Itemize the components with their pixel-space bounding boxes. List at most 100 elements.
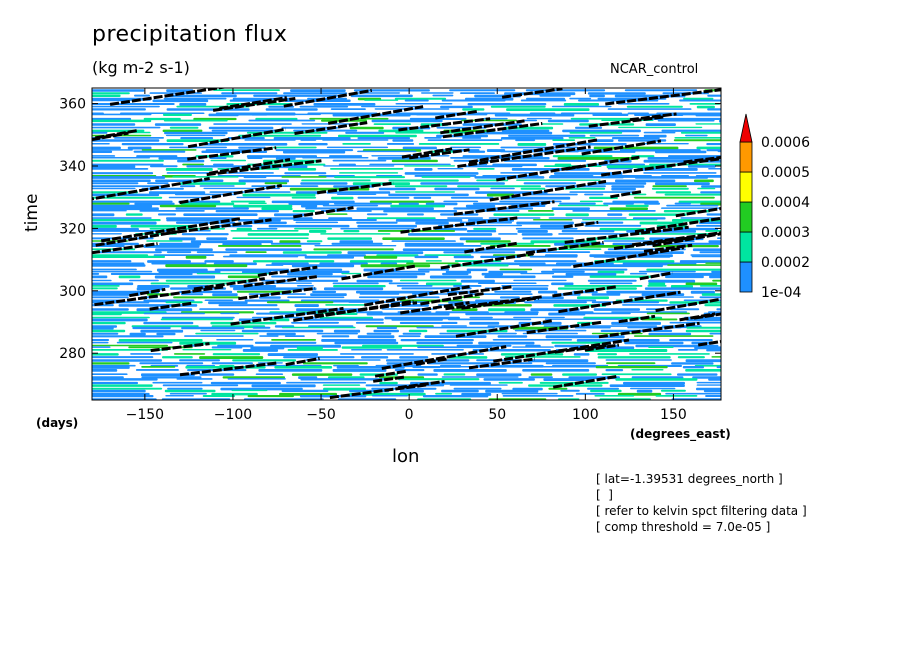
precip-streak [467,103,547,106]
kelvin-contour [166,218,272,235]
run-label: NCAR_control [610,62,699,77]
precip-streak [92,159,164,162]
precip-streak [647,117,721,120]
precip-streak [625,204,649,207]
precip-streak [587,92,646,95]
precip-streak [92,318,148,322]
kelvin-contour [374,369,407,378]
precip-streak [605,359,672,361]
precip-streak [259,335,279,337]
precip-streak [255,373,284,375]
precip-streak [690,254,721,256]
precip-streak [357,224,417,228]
precip-streak [92,321,126,325]
precip-streak [634,176,708,179]
precip-streak [321,339,397,342]
precip-streak [158,270,221,274]
precip-streak [425,202,458,206]
precip-streak [366,312,450,316]
kelvin-contour [193,277,266,291]
kelvin-contour [453,200,555,216]
precip-streak [326,191,391,194]
precip-streak [460,92,495,94]
precip-streak [499,268,533,271]
precip-streak [451,308,478,311]
precip-streak [667,264,721,266]
precip-streak [92,287,118,290]
precip-streak [692,376,721,379]
precip-streak [92,119,152,123]
precip-streak [272,146,317,149]
precip-streak [287,272,333,276]
precip-streak [266,332,296,336]
precip-streak [660,389,686,392]
precip-streak [394,369,425,372]
colorbar-label: 1e-04 [761,285,801,301]
precip-streak [522,369,590,372]
kelvin-contour [613,236,689,250]
precip-streak [172,176,239,178]
precip-streak [136,308,193,312]
precip-streak [356,290,434,294]
precip-streak [125,213,143,216]
kelvin-contour [293,206,354,219]
precip-streak [481,272,503,276]
precip-streak [504,92,576,96]
precip-streak [195,332,259,335]
precip-streak [420,182,505,185]
precip-streak [708,378,721,381]
precip-streak [574,326,611,329]
precip-streak [679,99,721,102]
precip-streak [162,356,193,359]
precip-streak [441,325,467,327]
precip-streak [339,172,399,174]
precip-streak [399,279,457,282]
precip-streak [639,221,684,225]
precip-streak [404,245,482,247]
precip-streak [435,392,453,395]
precip-streak [395,219,463,222]
kelvin-contour [179,184,283,205]
precip-streak [716,308,721,311]
precip-streak [92,207,159,211]
precip-streak [414,255,439,259]
precip-streak [705,395,721,397]
precip-streak [92,150,113,153]
precip-streak [548,217,627,219]
precip-streak [179,290,233,294]
precip-streak [291,264,355,268]
precip-streak [341,346,403,349]
precip-streak [701,185,721,188]
precip-streak [92,163,164,166]
kelvin-contour [179,361,278,377]
precip-streak [552,268,628,271]
y-tick-label: 360 [59,97,86,113]
precip-streak [302,157,369,159]
precip-streak [321,335,350,338]
precip-streak [152,99,209,103]
precip-streak [290,89,346,92]
precip-streak [425,260,442,262]
precip-streak [141,376,202,379]
precip-streak [705,262,721,264]
precip-streak [92,204,153,208]
precip-streak [283,150,346,154]
precip-streak [706,149,721,152]
precip-streak [498,233,518,235]
precip-streak [696,224,721,227]
precip-streak [651,187,689,190]
precip-streak [720,339,721,342]
precip-streak [92,356,154,359]
precip-streak [432,94,454,97]
precip-streak [564,187,606,190]
precip-streak [706,349,721,352]
precip-streak [709,275,721,279]
precip-streak [92,179,151,182]
precip-streak [273,137,351,140]
precip-streak [562,129,641,133]
precip-streak [512,346,554,348]
precip-streak [661,207,721,209]
precip-streak [392,139,414,142]
precip-streak [180,293,204,296]
kelvin-contour [693,312,721,320]
